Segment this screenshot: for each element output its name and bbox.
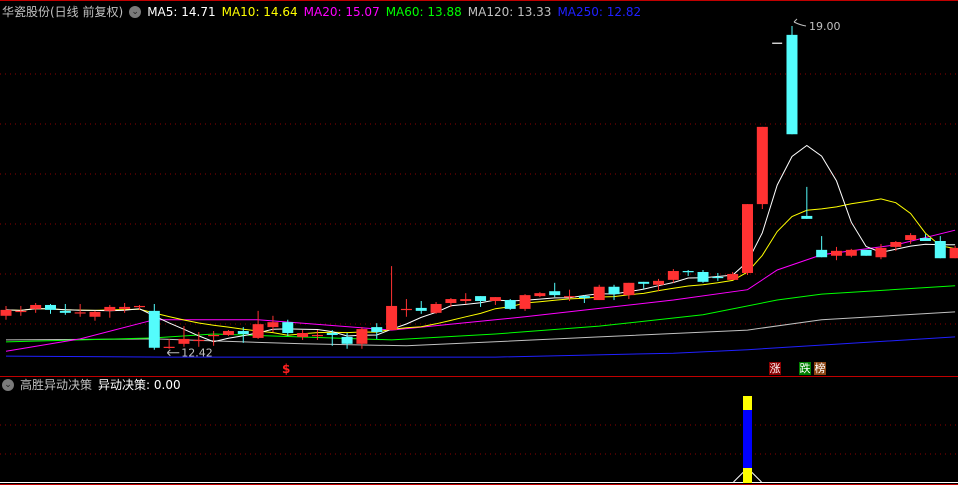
main-pane-header: 华瓷股份(日线 前复权) ⌄ MA5: 14.71 MA10: 14.64 MA…	[2, 4, 641, 20]
candle-up	[742, 204, 753, 273]
candle-up	[430, 303, 442, 313]
candle-down	[504, 300, 516, 309]
candle-down	[638, 281, 650, 284]
candle-down	[326, 333, 338, 335]
ma120-line	[5, 311, 956, 347]
ma10-line	[5, 198, 956, 336]
limit-up-board-badge[interactable]: 涨	[769, 362, 781, 375]
ma5-line	[5, 144, 956, 343]
candle-up	[74, 312, 86, 314]
high-label-arrow	[793, 18, 807, 27]
candle-down	[549, 291, 561, 296]
candle-up	[519, 295, 531, 309]
ma60-label: MA60: 13.88	[385, 5, 462, 19]
candle-up	[297, 333, 309, 337]
candle-up	[667, 271, 679, 280]
dollar-marker[interactable]: $	[282, 362, 291, 376]
candle-down	[148, 310, 160, 348]
low-label-arrow	[166, 349, 180, 357]
ma20-label: MA20: 15.07	[303, 5, 380, 19]
candle-up	[460, 299, 472, 302]
candle-up	[905, 235, 917, 241]
candle-down	[237, 331, 249, 334]
candle-up	[489, 297, 501, 302]
candle-down	[608, 286, 620, 295]
candle-down	[919, 238, 931, 242]
candle-down	[282, 322, 294, 334]
candle-down	[44, 304, 56, 310]
candle-up	[222, 331, 234, 335]
ma20-line	[5, 229, 956, 352]
candle-up	[104, 306, 116, 311]
candle-down	[578, 296, 590, 299]
candle-down	[415, 307, 427, 311]
indicator-value: 异动决策: 0.00	[98, 378, 181, 392]
candle-up	[445, 299, 457, 303]
stock-title[interactable]: 华瓷股份(日线 前复权)	[2, 5, 124, 19]
candle-up	[178, 338, 190, 344]
indicator-title[interactable]: 高胜异动决策	[20, 378, 93, 392]
candle-down	[59, 310, 71, 313]
candle-down	[934, 241, 946, 259]
candle-up	[311, 334, 323, 337]
candle-up	[119, 306, 131, 309]
candle-up	[267, 322, 279, 328]
candle-up	[133, 305, 145, 308]
ma5-label: MA5: 14.71	[147, 5, 216, 19]
candle-down	[697, 272, 709, 282]
candle-up	[949, 247, 958, 259]
candle-up	[89, 311, 101, 317]
candle-up	[534, 293, 546, 297]
candle-up	[193, 339, 205, 342]
candle-up	[623, 282, 635, 296]
sub-pane-header: ⌄ 高胜异动决策 异动决策: 0.00	[2, 377, 181, 393]
chevron-down-icon[interactable]: ⌄	[2, 379, 14, 391]
candle-up	[890, 241, 902, 247]
candle-up	[0, 309, 12, 316]
candle-up	[356, 329, 368, 344]
candle-up	[756, 126, 768, 205]
candle-up	[30, 304, 42, 309]
ma120-label: MA120: 13.33	[467, 5, 552, 19]
candle-down	[712, 276, 724, 279]
candle-up	[845, 249, 857, 256]
ma250-label: MA250: 12.82	[557, 5, 642, 19]
candle-down	[860, 249, 872, 256]
indicator-bar-top	[743, 396, 752, 410]
candle-down	[816, 249, 828, 258]
candle-down	[341, 336, 353, 344]
candle-down	[682, 271, 694, 273]
candle-up	[727, 273, 739, 280]
candle-up	[653, 280, 665, 285]
ma250-line	[5, 336, 956, 358]
candle-up	[208, 334, 220, 337]
limit-down-board-badge[interactable]: 跌	[799, 362, 811, 375]
candle-up	[593, 286, 605, 301]
ma10-label: MA10: 14.64	[221, 5, 298, 19]
candle-up	[830, 250, 842, 256]
candle-up	[386, 305, 398, 331]
high-price-label: 19.00	[809, 20, 841, 33]
candle-down	[371, 327, 383, 333]
candle-up	[875, 247, 887, 258]
indicator-bar-bottom	[743, 468, 752, 483]
candle-up	[163, 346, 175, 348]
candle-up	[15, 310, 27, 313]
candle-down	[801, 215, 813, 219]
candle-up	[400, 308, 412, 311]
indicator-bar-middle	[743, 410, 752, 468]
candle-down	[786, 34, 798, 135]
candle-up	[564, 296, 576, 298]
candle-up	[252, 324, 264, 338]
dragon-tiger-board-badge[interactable]: 榜	[814, 362, 826, 375]
low-price-label: 12.42	[181, 347, 213, 360]
candle-down	[475, 296, 487, 302]
chevron-down-icon[interactable]: ⌄	[129, 6, 142, 18]
